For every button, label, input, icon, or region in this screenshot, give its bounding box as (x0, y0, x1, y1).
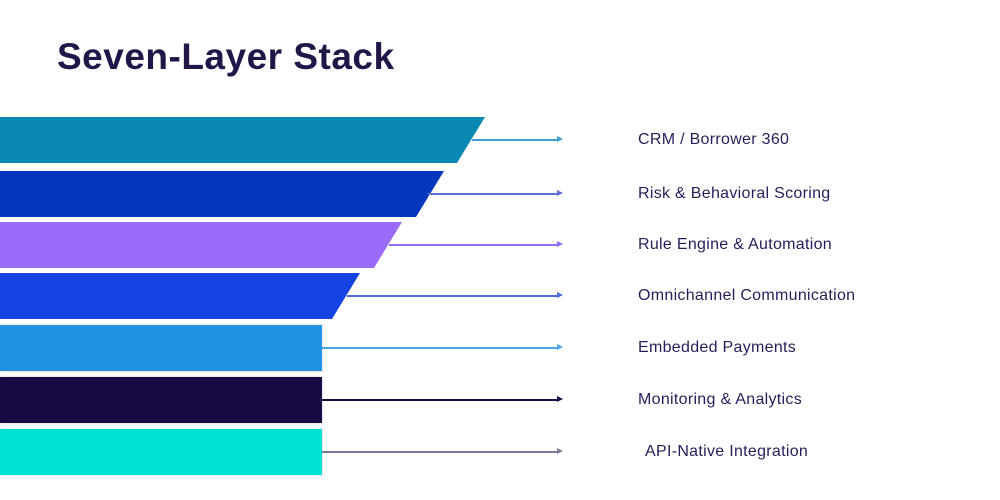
layer-label-monitoring: Monitoring & Analytics (638, 391, 803, 408)
funnel-bar-crm (0, 117, 485, 163)
layer-label-api-integration: API-Native Integration (645, 443, 809, 460)
layer-label-payments: Embedded Payments (638, 339, 797, 356)
connector-arrow-icon (322, 344, 563, 351)
layer-label-crm: CRM / Borrower 360 (638, 131, 790, 148)
page-title: Seven-Layer Stack (57, 36, 395, 77)
funnel-bar-rule-engine (0, 222, 402, 268)
funnel-bar-payments (0, 325, 322, 371)
layer-label-risk-scoring: Risk & Behavioral Scoring (638, 185, 831, 202)
connector-arrow-icon (428, 190, 563, 197)
funnel-bar-omnichannel (0, 273, 360, 319)
funnel-bar-monitoring (0, 377, 322, 423)
connector-arrow-icon (322, 396, 563, 403)
connector-arrow-icon (322, 448, 563, 455)
funnel-bar-api-integration (0, 429, 322, 475)
layer-label-omnichannel: Omnichannel Communication (638, 287, 856, 304)
funnel-bar-risk-scoring (0, 171, 444, 217)
connector-arrow-icon (389, 241, 563, 248)
connector-arrow-icon (472, 136, 563, 143)
connector-arrow-icon (347, 292, 563, 299)
layer-label-rule-engine: Rule Engine & Automation (638, 236, 832, 253)
